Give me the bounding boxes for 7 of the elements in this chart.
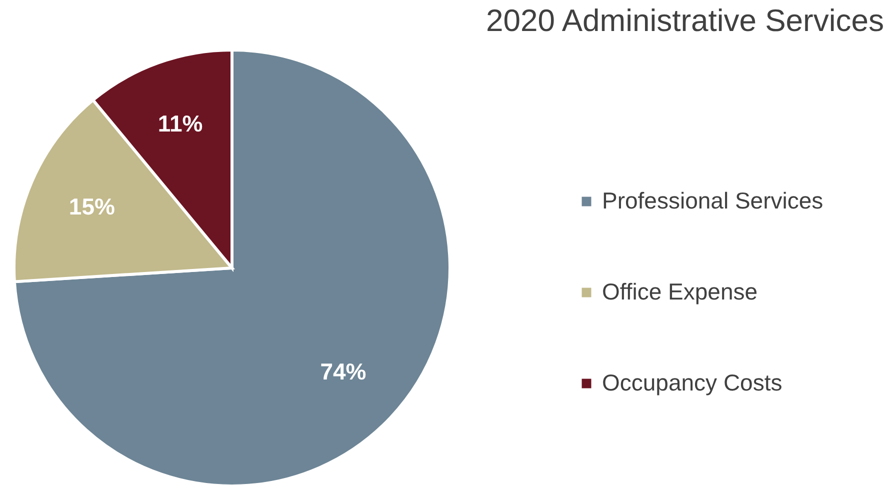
legend-label: Office Expense [602,278,758,304]
legend-label: Occupancy Costs [602,370,782,396]
data-label: 74% [320,358,366,384]
legend-label: Professional Services [602,188,824,214]
data-label: 11% [158,110,203,136]
chart-title: 2020 Administrative Services [486,3,884,38]
data-label: 15% [68,193,115,220]
